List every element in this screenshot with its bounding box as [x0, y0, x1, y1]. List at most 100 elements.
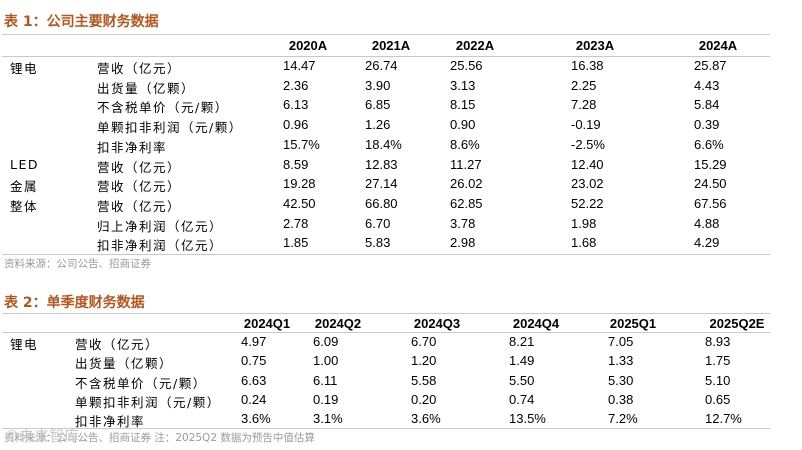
metric-label: 不含税单价（元/颗）: [75, 375, 207, 391]
quarter-header: 2024Q2: [314, 316, 362, 331]
quarter-header: 2025Q2E: [709, 316, 765, 331]
value-cell: 6.70: [365, 215, 391, 231]
value-cell: 1.68: [571, 235, 597, 251]
quarter-header: 2025Q1: [609, 316, 657, 331]
year-header: 2020A: [288, 38, 328, 53]
value-cell: -2.5%: [571, 136, 605, 152]
value-cell: 12.40: [571, 156, 604, 172]
value-cell: 62.85: [450, 195, 483, 211]
value-cell: 42.50: [283, 195, 316, 211]
value-cell: 11.27: [450, 156, 482, 172]
group-label: 锂电: [10, 337, 39, 352]
value-cell: 4.43: [694, 77, 720, 93]
value-cell: 8.59: [283, 156, 309, 172]
value-cell: 6.09: [313, 334, 339, 349]
metric-label: 扣非净利率: [97, 139, 168, 155]
group-label: 金属: [10, 179, 39, 195]
value-cell: 7.2%: [608, 411, 638, 427]
value-cell: 3.6%: [411, 411, 441, 427]
value-cell: 8.93: [705, 334, 731, 349]
value-cell: 6.6%: [694, 136, 724, 152]
metric-label: 营收（亿元）: [97, 61, 182, 76]
value-cell: 0.24: [241, 391, 267, 407]
table-1-title: 表 1：公司主要财务数据: [4, 14, 159, 30]
value-cell: 3.6%: [241, 411, 271, 427]
value-cell: 6.85: [365, 97, 391, 113]
value-cell: 15.29: [694, 156, 727, 172]
quarter-header: 2024Q3: [413, 316, 461, 331]
year-header: 2024A: [698, 38, 738, 53]
value-cell: 1.00: [313, 353, 339, 369]
metric-label: 出货量（亿颗）: [75, 356, 174, 372]
value-cell: 4.29: [694, 235, 720, 251]
value-cell: 2.36: [283, 77, 309, 93]
value-cell: 67.56: [694, 195, 727, 211]
value-cell: 1.33: [608, 353, 634, 369]
metric-label: 扣非净利率: [75, 414, 146, 430]
year-header: 2023A: [575, 38, 615, 53]
value-cell: 6.13: [283, 97, 309, 113]
value-cell: 6.70: [411, 334, 437, 349]
value-cell: 66.80: [365, 195, 398, 211]
value-cell: 2.78: [283, 215, 309, 231]
value-cell: 13.5%: [509, 411, 546, 427]
value-cell: 1.49: [509, 353, 535, 369]
value-cell: 0.19: [313, 391, 339, 407]
value-cell: 3.13: [450, 77, 476, 93]
value-cell: 12.7%: [705, 411, 742, 427]
value-cell: 0.65: [705, 391, 731, 407]
value-cell: 14.47: [283, 58, 316, 73]
value-cell: 5.58: [411, 372, 437, 388]
value-cell: 0.38: [608, 391, 634, 407]
value-cell: 26.74: [365, 58, 398, 73]
value-cell: 8.6%: [450, 136, 480, 152]
value-cell: 52.22: [571, 195, 604, 211]
group-label: 整体: [10, 198, 39, 214]
divider: [2, 332, 770, 333]
value-cell: 26.02: [450, 176, 483, 192]
metric-label: 单颗扣非利润（元/颗）: [97, 120, 243, 136]
value-cell: 0.74: [509, 391, 535, 407]
metric-label: 营收（亿元）: [97, 159, 182, 175]
value-cell: 15.7%: [283, 136, 320, 152]
source-note: 资料来源：公司公告、招商证券 注：2025Q2 数据为预告中值估算: [4, 432, 315, 444]
value-cell: 0.96: [283, 117, 309, 133]
value-cell: 1.20: [411, 353, 437, 369]
quarter-header: 2024Q4: [512, 316, 560, 331]
value-cell: 4.97: [241, 334, 267, 349]
divider: [2, 428, 770, 429]
value-cell: 23.02: [571, 176, 604, 192]
value-cell: 27.14: [365, 176, 398, 192]
value-cell: 8.21: [509, 334, 535, 349]
metric-label: 营收（亿元）: [97, 179, 182, 195]
metric-label: 不含税单价（元/颗）: [97, 100, 229, 116]
value-cell: 8.15: [450, 97, 476, 113]
value-cell: 5.50: [509, 372, 535, 388]
value-cell: 4.88: [694, 215, 720, 231]
value-cell: 18.4%: [365, 136, 402, 152]
value-cell: 1.98: [571, 215, 597, 231]
value-cell: 0.90: [450, 117, 476, 133]
year-header: 2022A: [455, 38, 495, 53]
source-note: 资料来源：公司公告、招商证券: [4, 258, 151, 270]
value-cell: 2.98: [450, 235, 476, 251]
value-cell: 25.56: [450, 58, 483, 73]
value-cell: 7.05: [608, 334, 634, 349]
divider: [2, 313, 770, 314]
value-cell: 3.90: [365, 77, 391, 93]
table-2-title: 表 2：单季度财务数据: [4, 295, 145, 311]
value-cell: 1.26: [365, 117, 391, 133]
value-cell: 19.28: [283, 176, 316, 192]
value-cell: 5.30: [608, 372, 634, 388]
quarter-header: 2024Q1: [243, 316, 291, 331]
value-cell: 5.10: [705, 372, 731, 388]
value-cell: 24.50: [694, 176, 727, 192]
metric-label: 营收（亿元）: [97, 198, 182, 214]
divider: [2, 56, 770, 57]
metric-label: 归上净利润（亿元）: [97, 218, 224, 234]
metric-label: 扣非净利润（亿元）: [97, 238, 224, 254]
divider: [2, 254, 770, 255]
value-cell: 6.11: [313, 372, 338, 388]
metric-label: 出货量（亿颗）: [97, 80, 196, 96]
value-cell: 6.63: [241, 372, 267, 388]
